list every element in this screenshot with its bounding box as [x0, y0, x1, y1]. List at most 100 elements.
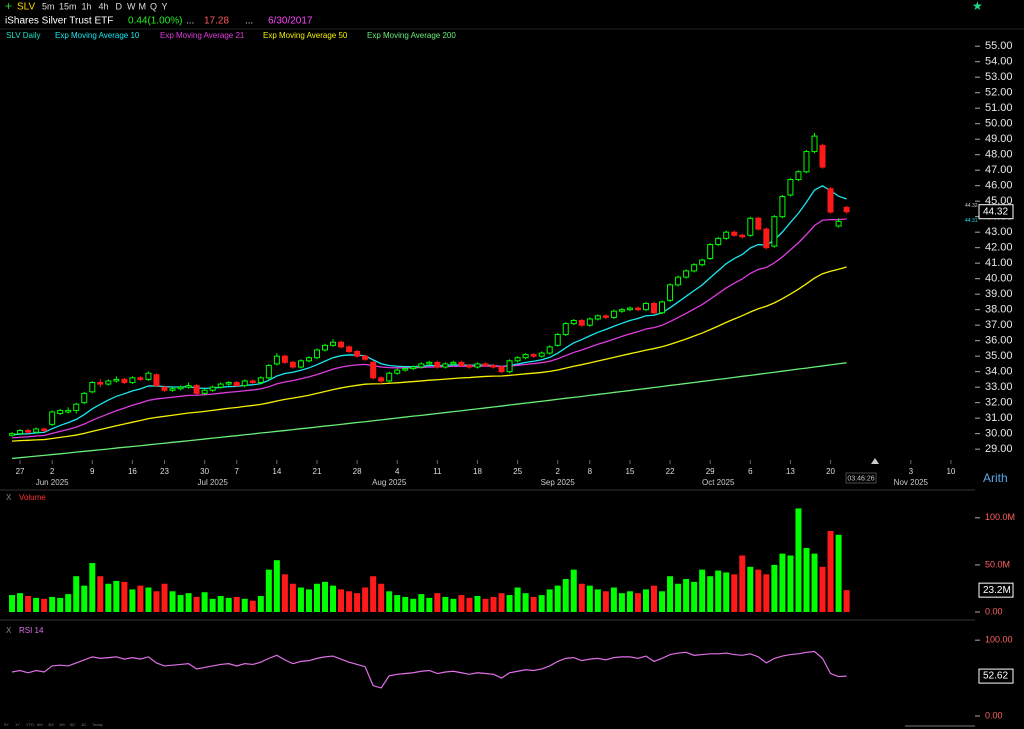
volume-bar — [522, 593, 529, 612]
volume-bar — [137, 585, 144, 612]
candle-body — [514, 357, 521, 362]
month-label: Oct 2025 — [702, 478, 735, 487]
legend-entry[interactable]: Exp Moving Average 200 — [367, 31, 456, 40]
range-link[interactable]: Today — [92, 722, 103, 727]
candle-body — [129, 377, 136, 384]
candle-body — [827, 188, 834, 213]
y-tick-label: 30.00 — [985, 428, 1013, 440]
candle-body — [105, 380, 112, 385]
legend-entry[interactable]: Exp Moving Average 50 — [263, 31, 348, 40]
range-link[interactable]: YTD — [26, 722, 34, 727]
interval[interactable]: 15m — [59, 1, 77, 11]
x-tick-label: 23 — [160, 467, 169, 476]
volume-bar — [787, 555, 794, 612]
legend-entry[interactable]: Exp Moving Average 10 — [55, 31, 140, 40]
candle-body — [418, 363, 425, 368]
volume-bar — [610, 587, 617, 612]
y-tick-label: 43.00 — [985, 226, 1013, 238]
interval[interactable]: 5m — [42, 1, 55, 11]
favorite-icon[interactable]: ★ — [972, 0, 983, 13]
candle-body — [811, 135, 818, 153]
candle-body — [89, 382, 96, 393]
volume-bar — [394, 595, 401, 612]
scale-type[interactable]: Arith — [983, 471, 1008, 485]
volume-bar — [177, 595, 184, 612]
interval[interactable]: Q — [150, 1, 157, 11]
volume-bar — [129, 589, 136, 612]
symbol[interactable]: SLV — [17, 2, 35, 13]
range-link[interactable]: 1D — [81, 722, 86, 727]
month-label: Sep 2025 — [541, 478, 576, 487]
add-icon[interactable]: + — [5, 0, 12, 13]
legend-entry[interactable]: Exp Moving Average 21 — [160, 31, 245, 40]
candle-body — [530, 354, 537, 357]
volume-bar — [49, 596, 56, 612]
y-tick-label: 100.00 — [985, 635, 1013, 645]
x-tick-label: 28 — [353, 467, 362, 476]
scroll-arrow[interactable] — [871, 458, 879, 464]
x-tick-label: 10 — [946, 467, 955, 476]
candle-body — [273, 355, 280, 365]
range-link[interactable]: 1Y — [15, 722, 20, 727]
interval[interactable]: Y — [162, 1, 168, 11]
volume-bar — [442, 596, 449, 612]
range-link[interactable]: 5Y — [4, 722, 9, 727]
volume-bar — [699, 569, 706, 612]
range-link[interactable]: 5D — [70, 722, 75, 727]
y-tick-label: 45.00 — [985, 195, 1013, 207]
interval[interactable]: 1h — [82, 1, 92, 11]
volume-bar — [731, 574, 738, 612]
legend-entry[interactable]: SLV Daily — [6, 31, 41, 40]
candle-body — [241, 380, 248, 387]
interval[interactable]: W — [127, 1, 136, 11]
x-tick-label: 4 — [395, 467, 400, 476]
x-tick-label: 15 — [625, 467, 634, 476]
volume-bar — [305, 589, 312, 612]
candle-body — [49, 411, 56, 425]
candle-body — [442, 363, 449, 368]
panel-close[interactable]: X — [6, 626, 12, 635]
moving-average — [12, 266, 847, 442]
candle-body — [570, 320, 577, 325]
range-link[interactable]: 1M — [59, 722, 65, 727]
volume-bar — [249, 600, 256, 612]
candle-body — [209, 386, 216, 391]
volume-bar — [651, 585, 658, 612]
volume-bar — [546, 589, 553, 612]
candle-body — [747, 217, 754, 236]
volume-bar — [297, 587, 304, 612]
volume-bar — [370, 576, 377, 612]
volume-bar — [602, 591, 609, 612]
y-tick-label: 48.00 — [985, 149, 1013, 161]
volume-bar — [418, 594, 425, 612]
candle-body — [610, 310, 617, 318]
range-link[interactable]: 6M — [37, 722, 43, 727]
y-tick-label: 29.00 — [985, 443, 1013, 455]
candle-body — [675, 276, 682, 286]
range-link[interactable]: 3M — [48, 722, 54, 727]
volume-bar — [113, 580, 120, 612]
volume-bar — [538, 595, 545, 612]
candle-body — [602, 315, 609, 318]
month-label: Nov 2025 — [894, 478, 929, 487]
candle-body — [803, 151, 810, 173]
interval[interactable]: D — [116, 1, 123, 11]
candle-body — [554, 333, 561, 346]
candle-body — [97, 382, 104, 385]
value-box — [978, 204, 1014, 220]
volume-bar — [482, 598, 489, 612]
candle-body — [578, 320, 585, 326]
volume-bar — [434, 593, 441, 612]
price-change: 0.44(1.00%) — [128, 16, 182, 27]
y-tick-label: 47.00 — [985, 164, 1013, 176]
volume-bar — [843, 590, 850, 612]
moving-average — [11, 362, 847, 460]
candle-body — [546, 346, 553, 354]
interval[interactable]: 4h — [99, 1, 109, 11]
interval[interactable]: M — [139, 1, 147, 11]
x-tick-label: 25 — [513, 467, 522, 476]
volume-bar — [827, 531, 834, 612]
panel-close[interactable]: X — [6, 493, 12, 502]
x-tick-label: 30 — [200, 467, 209, 476]
volume-bar — [530, 596, 537, 612]
